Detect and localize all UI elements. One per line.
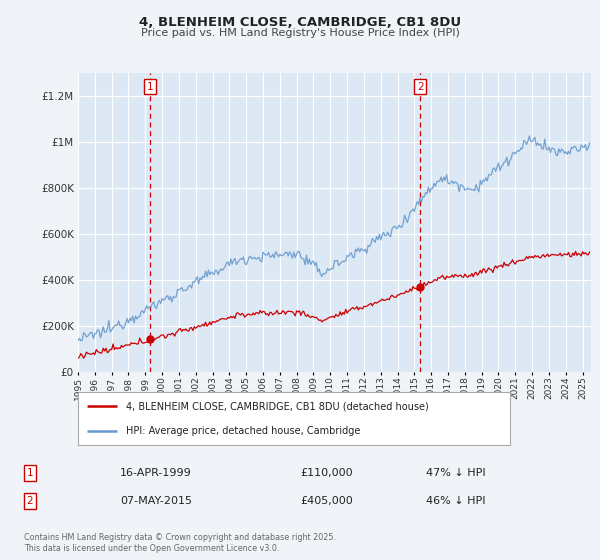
Text: 1: 1: [147, 82, 154, 92]
Text: 1: 1: [26, 468, 34, 478]
Text: 07-MAY-2015: 07-MAY-2015: [120, 496, 192, 506]
Text: Price paid vs. HM Land Registry's House Price Index (HPI): Price paid vs. HM Land Registry's House …: [140, 28, 460, 38]
Text: 4, BLENHEIM CLOSE, CAMBRIDGE, CB1 8DU: 4, BLENHEIM CLOSE, CAMBRIDGE, CB1 8DU: [139, 16, 461, 29]
Text: 46% ↓ HPI: 46% ↓ HPI: [426, 496, 485, 506]
Text: 16-APR-1999: 16-APR-1999: [120, 468, 192, 478]
Text: £405,000: £405,000: [300, 496, 353, 506]
Text: Contains HM Land Registry data © Crown copyright and database right 2025.
This d: Contains HM Land Registry data © Crown c…: [24, 533, 336, 553]
Text: 47% ↓ HPI: 47% ↓ HPI: [426, 468, 485, 478]
Text: 2: 2: [26, 496, 34, 506]
Text: 2: 2: [417, 82, 424, 92]
Text: 4, BLENHEIM CLOSE, CAMBRIDGE, CB1 8DU (detached house): 4, BLENHEIM CLOSE, CAMBRIDGE, CB1 8DU (d…: [125, 402, 428, 412]
Text: £110,000: £110,000: [300, 468, 353, 478]
Text: HPI: Average price, detached house, Cambridge: HPI: Average price, detached house, Camb…: [125, 426, 360, 436]
